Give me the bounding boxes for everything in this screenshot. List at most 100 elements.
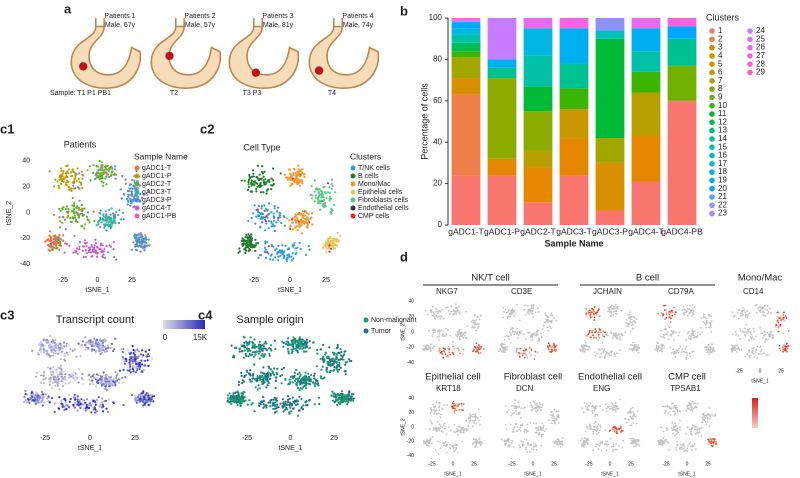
cell-dot <box>504 343 506 346</box>
cell-dot <box>69 187 72 190</box>
panel-title: Sample origin <box>236 314 303 326</box>
cell-dot <box>42 372 46 375</box>
cell-dot <box>71 216 74 219</box>
cell-dot <box>471 420 474 422</box>
cell-dot <box>547 319 549 321</box>
cell-dot <box>103 400 106 403</box>
cell-dot <box>280 368 283 371</box>
cell-dot <box>327 238 330 241</box>
cell-dot <box>135 401 138 404</box>
cell-dot <box>456 443 459 446</box>
cell-dot <box>672 348 675 350</box>
cell-dot <box>81 340 84 343</box>
y-tick-label: 0 <box>26 209 30 216</box>
cell-dot <box>262 175 265 178</box>
cell-dot <box>280 382 283 385</box>
cell-dot <box>73 406 77 409</box>
legend-swatch <box>134 173 140 179</box>
cell-dot <box>452 448 455 450</box>
cell-dot <box>107 175 111 179</box>
cell-dot <box>440 351 443 353</box>
cell-dot <box>295 368 298 372</box>
cell-dot <box>257 384 260 387</box>
cell-dot <box>289 406 292 409</box>
cell-dot <box>274 256 277 259</box>
cell-dot <box>138 184 142 187</box>
cell-dot <box>766 312 769 314</box>
cell-dot <box>630 324 633 326</box>
cell-dot <box>301 171 304 174</box>
cell-dot <box>109 227 112 230</box>
cell-dot <box>306 224 309 227</box>
legend-swatch <box>709 111 715 117</box>
cell-dot <box>437 427 440 430</box>
cell-dot <box>98 350 101 353</box>
cell-dot <box>101 169 104 172</box>
cell-dot <box>139 365 142 368</box>
y-tick-label: 20 <box>22 183 30 190</box>
legend-label: 25 <box>756 34 765 43</box>
cell-dot <box>555 319 558 322</box>
cell-dot <box>259 346 262 349</box>
cell-dot <box>466 325 469 327</box>
cell-dot <box>299 184 302 187</box>
cell-dot <box>258 404 261 408</box>
cell-dot <box>102 181 105 184</box>
cell-dot <box>293 337 297 341</box>
cell-dot <box>699 333 702 336</box>
cell-dot <box>637 344 640 346</box>
cell-dot <box>136 367 139 370</box>
cell-dot <box>540 332 543 335</box>
cell-dot <box>633 316 636 319</box>
cell-dot <box>440 329 443 331</box>
cell-dot <box>291 376 294 380</box>
cell-dot <box>98 347 101 350</box>
cell-dot <box>105 374 108 377</box>
cell-dot <box>113 255 116 259</box>
cell-dot <box>663 328 666 331</box>
cell-dot <box>292 228 295 231</box>
cell-dot <box>262 396 265 399</box>
cell-dot <box>262 347 265 350</box>
cell-dot <box>457 434 459 436</box>
cell-dot <box>259 403 262 406</box>
cell-dot <box>663 346 665 349</box>
cell-dot <box>60 399 63 402</box>
cell-dot <box>150 357 154 360</box>
cell-dot <box>673 339 675 342</box>
cell-dot <box>143 249 146 252</box>
cell-dot <box>41 344 45 347</box>
cell-dot <box>479 423 481 426</box>
cell-dot <box>323 244 326 247</box>
tumor-spot <box>165 51 174 61</box>
y-tick-label: 0 <box>438 220 443 229</box>
cell-dot <box>274 404 277 407</box>
cell-dot <box>73 211 76 215</box>
cell-dot <box>99 247 102 250</box>
cell-dot <box>292 171 295 175</box>
cell-dot <box>598 331 600 333</box>
cell-dot <box>145 401 148 404</box>
cell-dot <box>747 330 750 333</box>
cell-dot <box>294 174 297 177</box>
cell-dot <box>704 346 706 349</box>
bar-segment <box>523 18 553 29</box>
cell-dot <box>708 314 711 317</box>
cell-dot <box>292 347 295 350</box>
cell-dot <box>251 344 254 347</box>
legend-label: 21 <box>718 192 727 201</box>
cell-dot <box>140 196 144 199</box>
cell-dot <box>613 305 615 308</box>
cell-dot <box>628 316 631 319</box>
cell-dot <box>710 348 712 350</box>
cell-dot <box>317 188 320 191</box>
cell-dot <box>135 235 138 238</box>
cell-dot <box>228 401 231 404</box>
legend-swatch <box>350 173 356 179</box>
cell-dot <box>737 312 739 314</box>
cell-dot <box>785 342 788 345</box>
cell-dot <box>582 350 584 353</box>
cell-dot <box>322 204 325 207</box>
cell-dot <box>547 329 550 332</box>
cell-dot <box>99 242 103 245</box>
